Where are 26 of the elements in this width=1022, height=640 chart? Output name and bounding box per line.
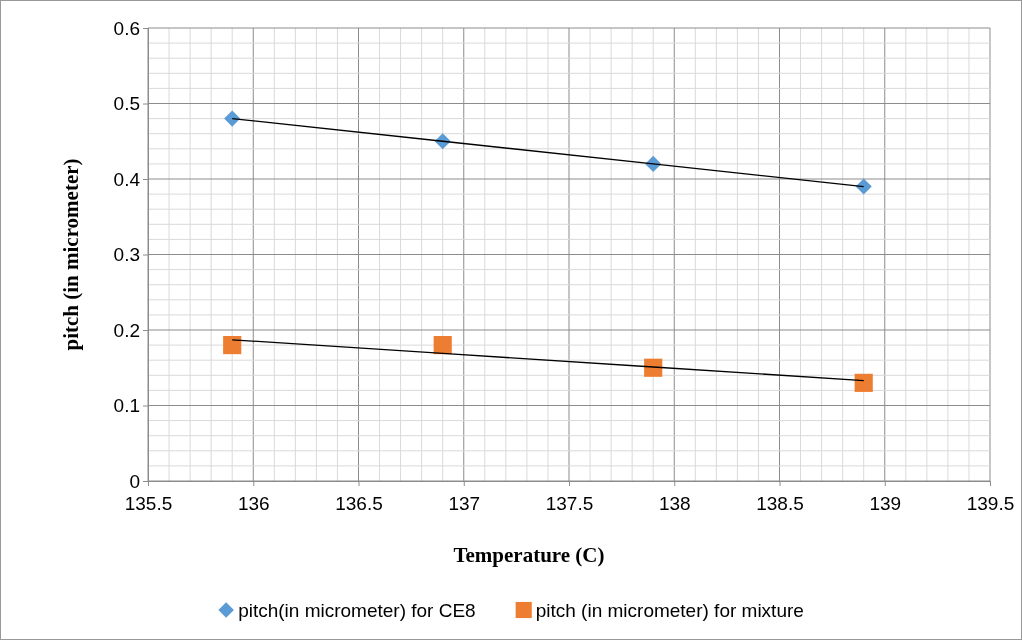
legend-label: pitch (in micrometer) for mixture xyxy=(535,599,804,621)
x-tick-label: 137.5 xyxy=(545,492,594,514)
legend-label: pitch(in micrometer) for CE8 xyxy=(238,599,476,621)
x-axis-title: Temperature (C) xyxy=(453,543,605,567)
y-axis-title: pitch (in micrometer) xyxy=(59,158,83,351)
y-tick-label: 0.3 xyxy=(113,244,140,266)
y-tick-label: 0.5 xyxy=(113,93,140,115)
y-tick-label: 0.1 xyxy=(113,395,140,417)
y-tick-label: 0.6 xyxy=(113,17,140,39)
x-tick-label: 138 xyxy=(658,492,691,514)
point xyxy=(224,110,241,127)
y-tick-label: 0 xyxy=(129,470,140,492)
point xyxy=(223,336,242,355)
x-tick-label: 136 xyxy=(237,492,270,514)
x-tick-label: 137 xyxy=(448,492,481,514)
x-tick-label: 139 xyxy=(869,492,902,514)
point xyxy=(854,373,873,392)
point xyxy=(855,178,872,195)
x-tick-label: 136.5 xyxy=(335,492,383,514)
y-tick-label: 0.4 xyxy=(113,168,141,190)
point xyxy=(433,336,452,355)
x-tick-label: 139.5 xyxy=(966,492,1015,514)
x-tick-label: 135.5 xyxy=(124,492,173,514)
y-tick-label: 0.2 xyxy=(113,319,140,341)
point xyxy=(644,358,663,377)
x-tick-label: 138.5 xyxy=(756,492,804,514)
